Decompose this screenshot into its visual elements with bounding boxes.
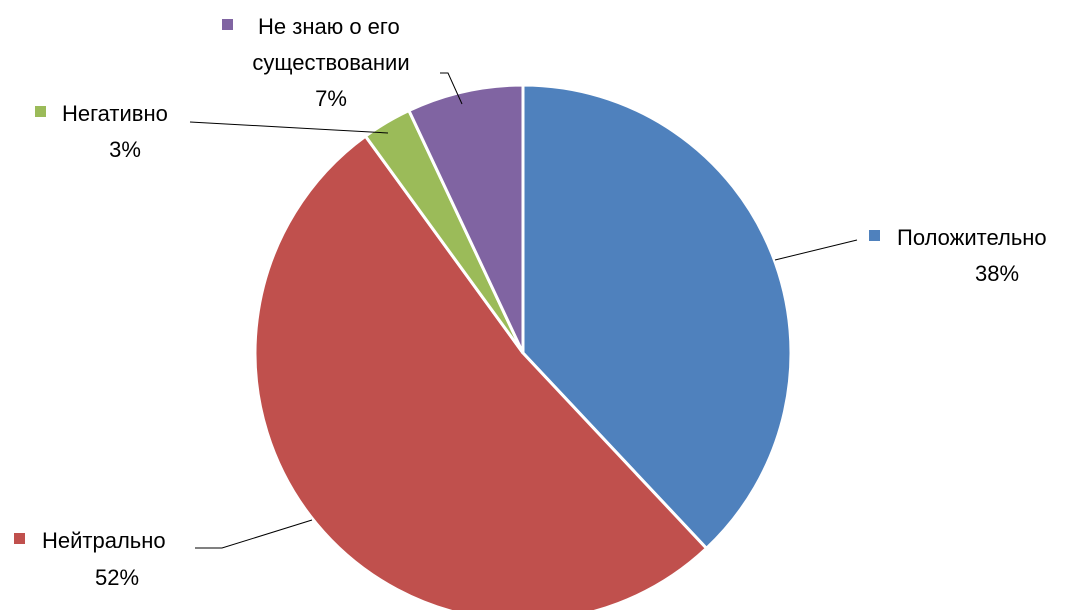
pie-slice-positive <box>521 83 793 551</box>
pie-slices <box>253 83 793 610</box>
leader-line-neutral <box>195 519 313 549</box>
legend-swatch-unknown <box>222 19 233 30</box>
slice-label-unknown-line1: Не знаю о его <box>258 14 400 39</box>
leader-line-positive <box>774 239 858 261</box>
leader-line-negative <box>189 121 389 134</box>
slice-value-positive: 38% <box>975 261 1019 286</box>
pie-slice-unknown <box>406 83 525 354</box>
legend-swatch-positive <box>869 230 880 241</box>
slice-label-negative: Негативно <box>62 101 168 126</box>
legend-swatch-negative <box>35 106 46 117</box>
slice-value-neutral: 52% <box>95 565 139 590</box>
slice-label-positive: Положительно <box>897 225 1047 250</box>
slice-value-negative: 3% <box>109 137 141 162</box>
slice-label-neutral: Нейтрально <box>42 528 166 553</box>
legend-swatch-neutral <box>14 533 25 544</box>
slice-value-unknown: 7% <box>315 86 347 111</box>
leader-line-unknown <box>440 72 463 105</box>
slice-label-unknown-line2: существовании <box>252 50 409 75</box>
pie-slice-neutral <box>253 134 709 610</box>
